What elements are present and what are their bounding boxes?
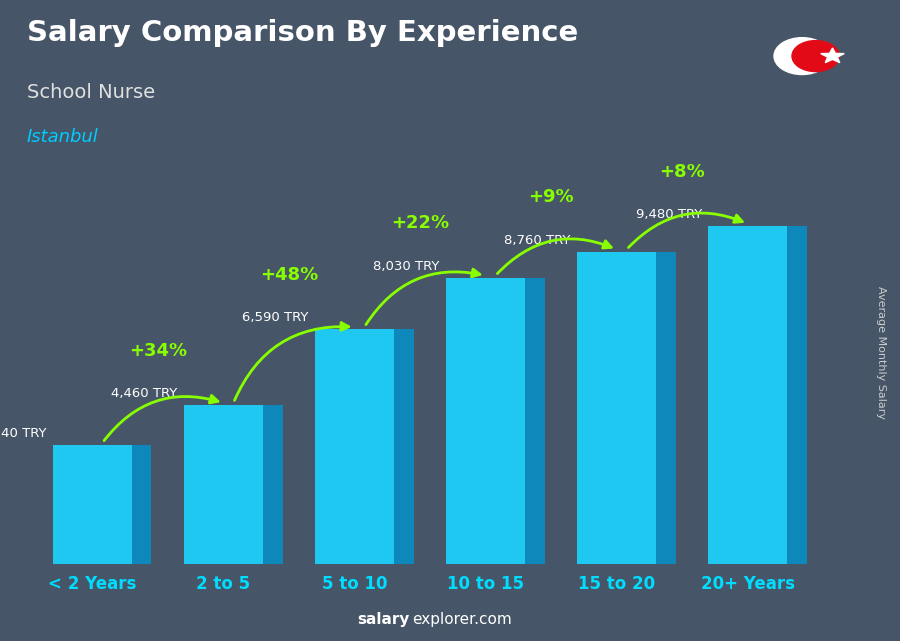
Circle shape xyxy=(792,40,839,72)
Text: 8,030 TRY: 8,030 TRY xyxy=(374,260,440,272)
Bar xyxy=(315,329,394,564)
Text: 6,590 TRY: 6,590 TRY xyxy=(242,311,309,324)
Text: Istanbul: Istanbul xyxy=(27,128,99,146)
Text: 3,340 TRY: 3,340 TRY xyxy=(0,427,47,440)
Text: School Nurse: School Nurse xyxy=(27,83,155,103)
Text: Salary Comparison By Experience: Salary Comparison By Experience xyxy=(27,19,578,47)
Text: 8,760 TRY: 8,760 TRY xyxy=(504,234,571,247)
Text: explorer.com: explorer.com xyxy=(412,612,512,627)
Text: salary: salary xyxy=(357,612,410,627)
Text: +48%: +48% xyxy=(260,266,319,284)
Bar xyxy=(446,278,525,564)
Polygon shape xyxy=(525,278,544,564)
Polygon shape xyxy=(821,48,844,63)
Bar xyxy=(184,405,263,564)
Polygon shape xyxy=(394,329,414,564)
Polygon shape xyxy=(656,251,676,564)
Bar xyxy=(708,226,787,564)
Text: Average Monthly Salary: Average Monthly Salary xyxy=(877,286,886,419)
Text: +8%: +8% xyxy=(660,163,705,181)
Bar xyxy=(578,251,656,564)
Polygon shape xyxy=(787,226,806,564)
Text: 4,460 TRY: 4,460 TRY xyxy=(112,387,177,400)
Text: +22%: +22% xyxy=(392,215,449,233)
Text: 9,480 TRY: 9,480 TRY xyxy=(635,208,702,221)
Text: +34%: +34% xyxy=(129,342,187,360)
Polygon shape xyxy=(131,445,151,564)
Text: +9%: +9% xyxy=(528,188,574,206)
Polygon shape xyxy=(263,405,283,564)
Bar xyxy=(53,445,131,564)
Circle shape xyxy=(774,38,830,74)
